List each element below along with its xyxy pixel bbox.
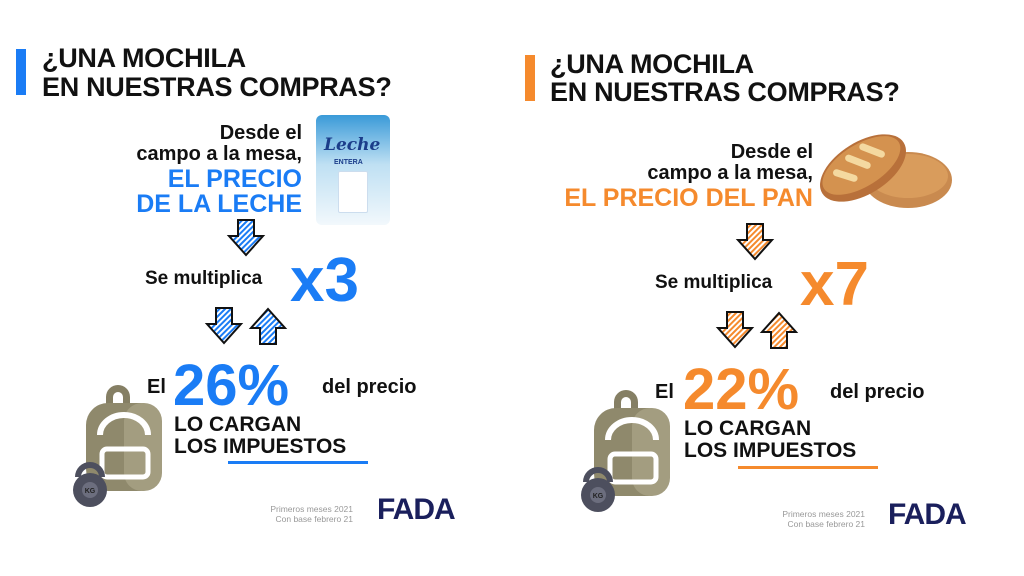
title-line-2: EN NUESTRAS COMPRAS? — [550, 77, 900, 107]
title-accent-bar — [525, 55, 535, 101]
arrow-down-icon — [204, 307, 244, 345]
del-precio-label: del precio — [322, 376, 417, 398]
subtitle-line-2: campo a la mesa, — [136, 143, 302, 165]
kettlebell-label: KG — [85, 488, 96, 495]
multiply-label: Se multiplica — [145, 268, 263, 289]
subtitle-line-1: Desde el — [219, 122, 302, 144]
highlight-line-1: EL PRECIO — [167, 165, 302, 193]
del-precio-label: del precio — [830, 381, 925, 403]
footnote-line-1: Primeros meses 2021 — [782, 509, 865, 519]
arrow-up-icon — [248, 307, 288, 345]
arrow-down-icon — [735, 223, 775, 261]
milk-pack-image: Leche ENTERA — [316, 115, 390, 225]
subtitle-line-1: Desde el — [730, 141, 813, 163]
milk-pack-label: Leche — [324, 135, 381, 155]
fada-logo: FADA — [888, 498, 967, 531]
title-line-1: ¿UNA MOCHILA — [42, 43, 246, 73]
el-label: El — [147, 376, 166, 398]
arrow-down-icon — [715, 311, 755, 349]
footnote-line-1: Primeros meses 2021 — [270, 504, 353, 514]
kettlebell-label: KG — [593, 493, 604, 500]
footnote-line-2: Con base febrero 21 — [275, 514, 354, 524]
fada-logo: FADA — [377, 493, 456, 526]
bread-image — [820, 134, 952, 208]
carga-line-2: LOS IMPUESTOS — [174, 435, 347, 458]
tax-percent: 22% — [683, 357, 800, 422]
el-label: El — [655, 381, 674, 403]
title-accent-bar — [16, 49, 26, 95]
milk-pack-sublabel: ENTERA — [334, 159, 363, 166]
tax-percent: 26% — [173, 353, 290, 418]
underline — [738, 466, 878, 469]
multiplier-value: x7 — [800, 250, 869, 319]
arrow-up-icon — [759, 311, 799, 349]
title-line-2: EN NUESTRAS COMPRAS? — [42, 72, 392, 102]
carga-line-1: LO CARGAN — [684, 417, 812, 440]
subtitle-line-2: campo a la mesa, — [647, 162, 813, 184]
arrow-down-icon — [226, 219, 266, 257]
title-line-1: ¿UNA MOCHILA — [550, 49, 754, 79]
footnote-line-2: Con base febrero 21 — [787, 519, 866, 529]
milk-glass-icon — [338, 171, 368, 213]
multiplier-value: x3 — [290, 246, 359, 315]
carga-line-1: LO CARGAN — [174, 413, 302, 436]
highlight-line-1: EL PRECIO DEL PAN — [564, 184, 813, 212]
backpack-icon: KG — [581, 390, 670, 512]
carga-line-2: LOS IMPUESTOS — [684, 439, 857, 462]
multiply-label: Se multiplica — [655, 272, 773, 293]
highlight-line-2: DE LA LECHE — [136, 190, 302, 218]
backpack-icon: KG — [73, 385, 162, 507]
underline — [228, 461, 368, 464]
